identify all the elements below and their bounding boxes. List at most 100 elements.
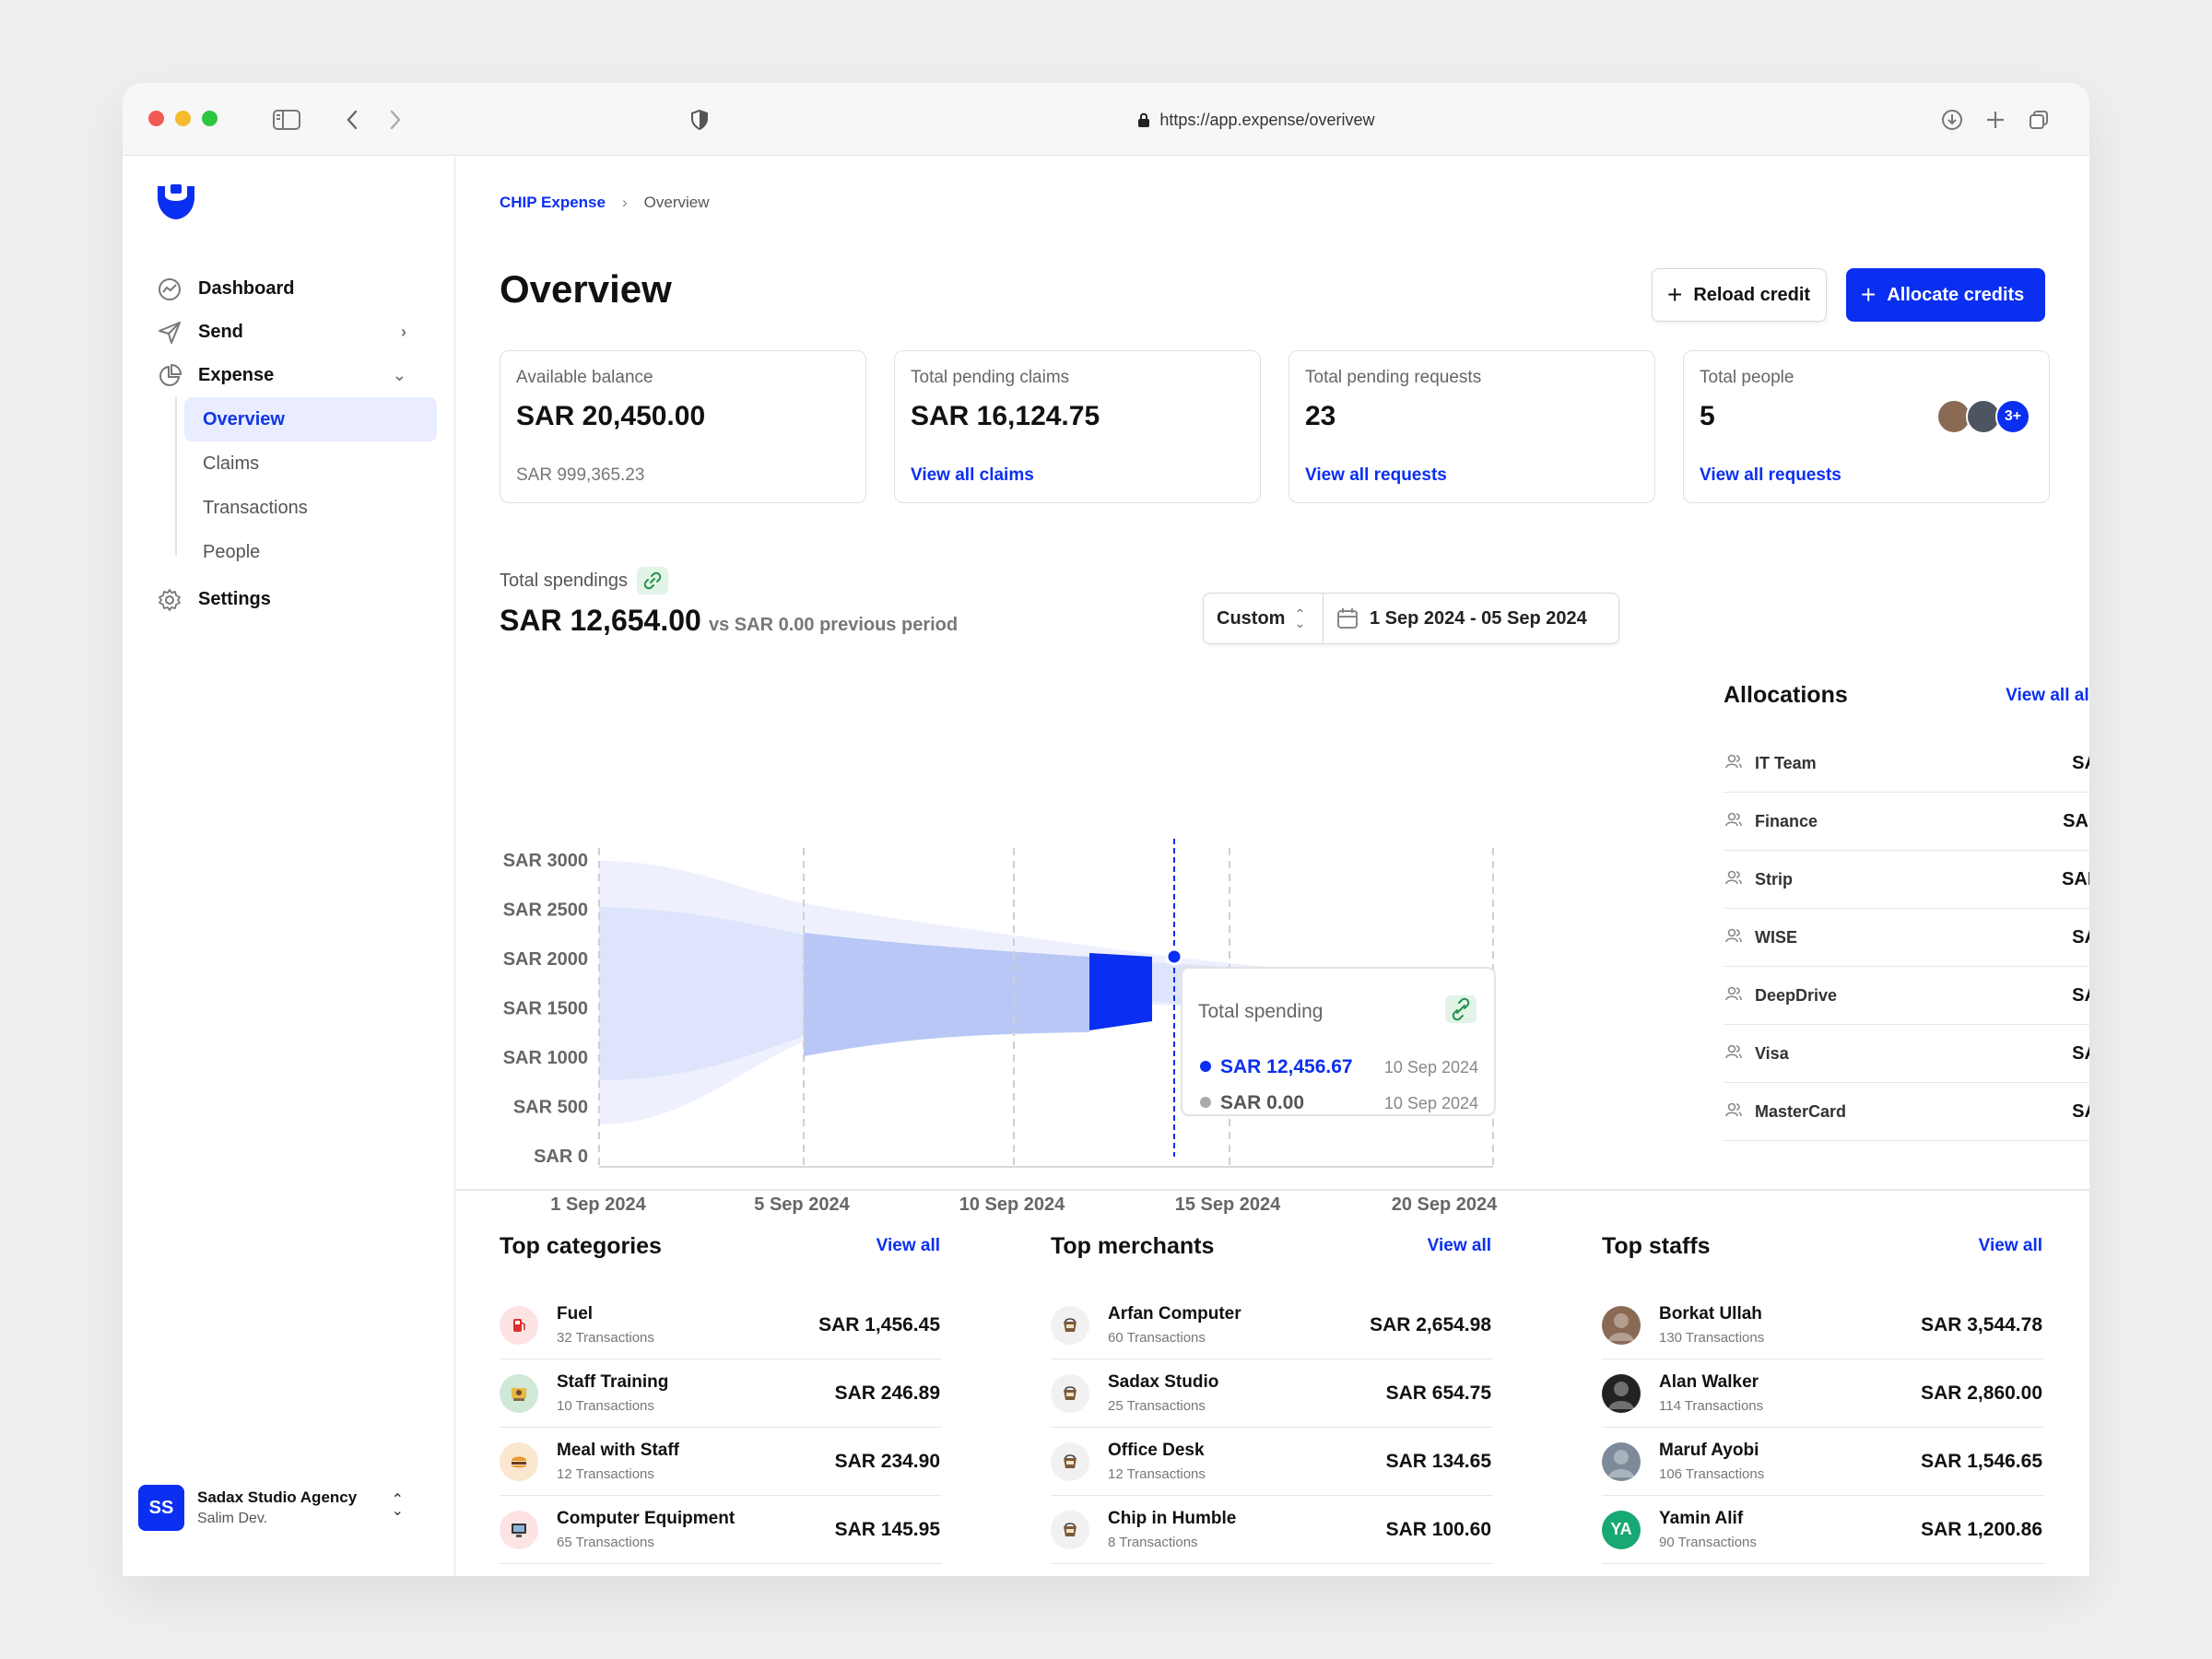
y-tick-label: SAR 1500 [503, 999, 588, 1019]
transaction-count: 90 Transactions [1659, 1535, 1757, 1550]
allocate-credits-button[interactable]: + Allocate credits [1846, 268, 2045, 322]
app-logo[interactable] [156, 184, 196, 226]
allocation-row[interactable]: IT Team SAR 12.56 [1724, 735, 2089, 793]
staff-row[interactable]: Borkat Ullah 130 Transactions SAR 3,544.78 [1602, 1291, 2044, 1359]
x-tick-label: 20 Sep 2024 [1392, 1194, 1498, 1215]
address-bar[interactable]: https://app.expense/overivew [989, 103, 1524, 136]
x-axis: 1 Sep 2024 5 Sep 2024 10 Sep 2024 15 Sep 20… [550, 1194, 1498, 1215]
account-name: Sadax Studio Agency [197, 1488, 358, 1506]
sidebar-item-dashboard[interactable]: Dashboard [156, 267, 423, 311]
allocation-name: MasterCard [1755, 1101, 1847, 1121]
back-arrow-icon[interactable] [335, 103, 369, 136]
allocation-row[interactable]: MasterCard SAR 22.98 [1724, 1083, 2089, 1141]
staff-row[interactable]: Alan Walker 114 Transactions SAR 2,860.00 [1602, 1359, 2044, 1428]
category-row[interactable]: Staff Training 10 Transactions SAR 246.89 [500, 1359, 942, 1428]
account-role: Salim Dev. [197, 1511, 268, 1526]
y-tick-label: SAR 0 [534, 1147, 588, 1167]
view-all-people-link[interactable]: View all requests [1700, 465, 1841, 485]
allocation-row[interactable]: Finance SAR 116.98 [1724, 793, 2089, 851]
spending-header: Total spendings [500, 567, 668, 594]
breadcrumb-current: Overview [643, 194, 710, 211]
view-all-requests-link[interactable]: View all requests [1305, 465, 1447, 485]
chevron-updown-icon: ⌃ ⌄ [1294, 606, 1306, 630]
new-tab-icon[interactable] [1979, 103, 2012, 136]
merchant-row[interactable]: Office Desk 12 Transactions SAR 134.65 [1051, 1428, 1493, 1496]
merchant-logo-icon [1051, 1510, 1089, 1549]
close-window-button[interactable] [148, 111, 164, 126]
view-all-link[interactable]: View all [1978, 1236, 2042, 1255]
available-balance-card: Available balance SAR 20,450.00 SAR 999,… [500, 350, 866, 503]
account-switcher[interactable]: SS Sadax Studio Agency Salim Dev. ⌃ ⌄ [138, 1484, 415, 1532]
url-text: https://app.expense/overivew [1159, 110, 1375, 129]
hover-point[interactable] [1165, 947, 1183, 966]
sidebar-toggle-icon[interactable] [270, 103, 303, 136]
maximize-window-button[interactable] [202, 111, 218, 126]
allocation-name: IT Team [1755, 753, 1817, 772]
y-axis: SAR 3000 SAR 2500 SAR 2000 SAR 1500 SAR 1000… [503, 851, 588, 1167]
allocation-name: Visa [1755, 1043, 1789, 1063]
chevron-right-icon: › [621, 194, 628, 211]
merchant-row[interactable]: Chip in Humble 8 Transactions SAR 100.60 [1051, 1496, 1493, 1564]
view-all-allocations-link[interactable]: View all allocations [2006, 686, 2089, 705]
x-tick-label: 10 Sep 2024 [959, 1194, 1065, 1215]
avatar [1602, 1441, 1641, 1481]
sidebar-item-expense[interactable]: Expense ⌄ [156, 354, 423, 397]
staff-name: Yamin Alif [1659, 1509, 1744, 1528]
merchant-name: Arfan Computer [1108, 1304, 1241, 1324]
calendar-icon [1337, 608, 1358, 629]
period-select[interactable]: Custom ⌃ ⌄ [1204, 594, 1324, 643]
card-label: Total pending claims [911, 368, 1070, 387]
sidebar-item-transactions[interactable]: Transactions [203, 497, 308, 518]
y-tick-label: SAR 500 [513, 1098, 588, 1118]
category-amount: SAR 1,456.45 [818, 1313, 940, 1335]
minimize-window-button[interactable] [175, 111, 191, 126]
allocations-title: Allocations [1724, 682, 1848, 708]
computer-icon [500, 1510, 538, 1549]
sidebar-item-send[interactable]: Send › [156, 311, 423, 354]
y-tick-label: SAR 2000 [503, 949, 588, 970]
allocation-row[interactable]: Strip SAR 234.09 [1724, 851, 2089, 909]
view-all-link[interactable]: View all [876, 1236, 940, 1255]
transaction-count: 10 Transactions [557, 1398, 654, 1414]
sidebar-item-people[interactable]: People [203, 541, 261, 562]
card-footer: SAR 999,365.23 [516, 465, 645, 485]
staff-row[interactable]: Maruf Ayobi 106 Transactions SAR 1,546.65 [1602, 1428, 2044, 1496]
category-row[interactable]: Meal with Staff 12 Transactions SAR 234.90 [500, 1428, 942, 1496]
merchant-amount: SAR 100.60 [1385, 1518, 1491, 1540]
download-icon[interactable] [1936, 103, 1969, 136]
shield-icon[interactable] [683, 103, 716, 136]
merchant-row[interactable]: Arfan Computer 60 Transactions SAR 2,654.9… [1051, 1291, 1493, 1359]
date-range-field[interactable]: 1 Sep 2024 - 05 Sep 2024 [1324, 594, 1587, 643]
allocation-row[interactable]: WISE SAR 45.78 [1724, 909, 2089, 967]
people-avatars[interactable]: 3+ [1936, 399, 2030, 434]
sidebar: Dashboard Send › Expense ⌄ Overview Clai… [123, 157, 455, 1576]
merchant-row[interactable]: Sadax Studio 25 Transactions SAR 654.75 [1051, 1359, 1493, 1428]
sidebar-item-settings[interactable]: Settings [156, 578, 423, 621]
link-icon[interactable] [636, 567, 668, 594]
view-all-claims-link[interactable]: View all claims [911, 465, 1034, 485]
staff-row[interactable]: YA Yamin Alif 90 Transactions SAR 1,200.86 [1602, 1496, 2044, 1564]
allocation-row[interactable]: Visa SAR 87.09 [1724, 1025, 2089, 1083]
breadcrumb-root-link[interactable]: CHIP Expense [500, 194, 606, 211]
sidebar-item-claims[interactable]: Claims [203, 453, 260, 474]
tooltip-date: 10 Sep 2024 [1384, 1094, 1478, 1112]
merchant-logo-icon [1051, 1305, 1089, 1345]
training-icon [500, 1373, 538, 1413]
category-row[interactable]: Computer Equipment 65 Transactions SAR 145… [500, 1496, 942, 1564]
expense-subnav: Overview Claims Transactions People [156, 397, 437, 574]
tab-overview-icon[interactable] [2022, 103, 2055, 136]
sidebar-item-overview[interactable]: Overview [184, 397, 437, 441]
people-icon [1725, 986, 1744, 1006]
spending-comparison: vs SAR 0.00 previous period [709, 615, 959, 635]
allocation-row[interactable]: DeepDrive SAR 23.90 [1724, 967, 2089, 1025]
category-name: Meal with Staff [557, 1441, 680, 1460]
view-all-link[interactable]: View all [1427, 1236, 1491, 1255]
reload-credit-button[interactable]: + Reload credit [1652, 268, 1827, 322]
forward-arrow-icon[interactable] [379, 103, 412, 136]
category-row[interactable]: Fuel 32 Transactions SAR 1,456.45 [500, 1291, 942, 1359]
allocation-amount: SAR 234.09 [2062, 868, 2089, 889]
merchant-amount: SAR 654.75 [1385, 1382, 1491, 1404]
top-categories-section: Top categories View all Fuel 32 Transacti… [500, 1232, 942, 1576]
